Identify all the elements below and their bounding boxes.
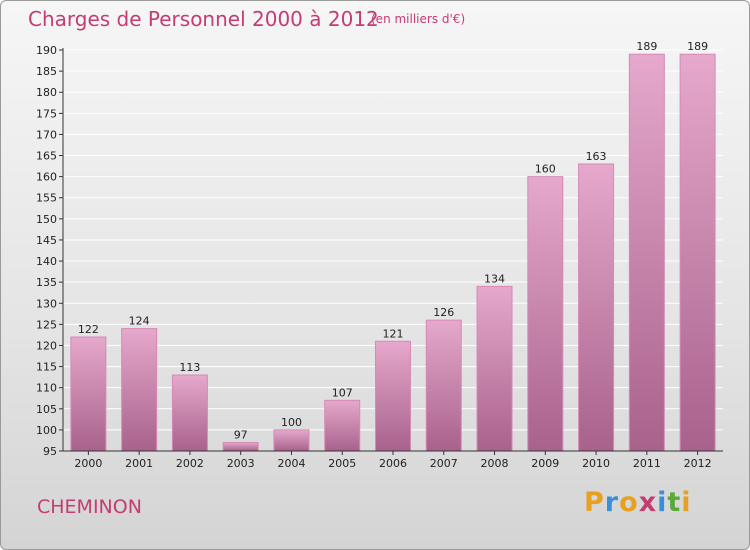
y-tick-label: 95 bbox=[43, 445, 57, 458]
y-tick-label: 180 bbox=[36, 86, 57, 99]
logo-letter: P bbox=[584, 487, 605, 518]
value-label-2010: 163 bbox=[586, 150, 607, 163]
value-label-2001: 124 bbox=[129, 315, 150, 328]
value-label-2008: 134 bbox=[484, 272, 505, 285]
chart-subtitle: (en milliers d'€) bbox=[371, 12, 466, 26]
y-tick-label: 110 bbox=[36, 382, 57, 395]
logo-letter: r bbox=[604, 487, 620, 518]
x-tick-label-2009: 2009 bbox=[531, 457, 559, 470]
y-tick-label: 145 bbox=[36, 234, 57, 247]
x-tick-label-2000: 2000 bbox=[74, 457, 102, 470]
y-tick-label: 105 bbox=[36, 403, 57, 416]
bar-2006 bbox=[375, 340, 411, 452]
bar-2003 bbox=[222, 442, 259, 452]
bar-2008 bbox=[476, 285, 513, 452]
y-tick-label: 115 bbox=[36, 361, 57, 374]
logo-letter: t bbox=[667, 487, 682, 518]
bar-2012 bbox=[679, 53, 716, 452]
chart-title: Charges de Personnel 2000 à 2012 bbox=[28, 7, 379, 31]
value-label-2007: 126 bbox=[433, 306, 454, 319]
x-tick-label-2007: 2007 bbox=[430, 457, 458, 470]
value-label-2002: 113 bbox=[179, 361, 200, 374]
bar-2011 bbox=[628, 53, 665, 452]
proxiti-logo[interactable]: Proxiti bbox=[584, 487, 692, 518]
y-tick-label: 140 bbox=[36, 255, 57, 268]
y-tick-label: 155 bbox=[36, 192, 57, 205]
value-label-2009: 160 bbox=[535, 163, 556, 176]
value-label-2003: 97 bbox=[234, 429, 248, 442]
value-label-2004: 100 bbox=[281, 416, 302, 429]
x-tick-label-2004: 2004 bbox=[277, 457, 305, 470]
value-label-2012: 189 bbox=[687, 40, 708, 53]
y-tick-label: 150 bbox=[36, 213, 57, 226]
y-tick-label: 160 bbox=[36, 171, 57, 184]
x-tick-label-2003: 2003 bbox=[227, 457, 255, 470]
y-tick-label: 100 bbox=[36, 424, 57, 437]
value-label-2006: 121 bbox=[383, 327, 404, 340]
y-tick-label: 175 bbox=[36, 107, 57, 120]
x-tick-label-2005: 2005 bbox=[328, 457, 356, 470]
y-tick-label: 135 bbox=[36, 276, 57, 289]
bar-2009 bbox=[527, 176, 564, 452]
bars: 122 124 113 97 100 107 121 126 134 160 163 189 189 bbox=[70, 40, 716, 452]
value-label-2000: 122 bbox=[78, 323, 99, 336]
bar-2010 bbox=[578, 163, 615, 452]
logo-letter: o bbox=[619, 487, 639, 518]
value-label-2011: 189 bbox=[636, 40, 657, 53]
y-tick-label: 130 bbox=[36, 297, 57, 310]
value-label-2005: 107 bbox=[332, 386, 353, 399]
logo-letter: i bbox=[657, 487, 668, 518]
x-tick-label-2006: 2006 bbox=[379, 457, 407, 470]
x-tick-label-2011: 2011 bbox=[633, 457, 661, 470]
y-tick-label: 190 bbox=[36, 44, 57, 57]
logo-letter: x bbox=[638, 487, 658, 518]
bar-2007 bbox=[425, 319, 462, 452]
bar-2002 bbox=[171, 374, 208, 452]
x-tick-label-2012: 2012 bbox=[684, 457, 712, 470]
bar-2000 bbox=[70, 336, 107, 452]
bar-2001 bbox=[121, 328, 158, 452]
y-tick-label: 165 bbox=[36, 150, 57, 163]
y-tick-label: 185 bbox=[36, 65, 57, 78]
bar-2005 bbox=[324, 399, 361, 452]
x-tick-label-2008: 2008 bbox=[481, 457, 509, 470]
bar-2004 bbox=[273, 429, 310, 452]
axes: 95 100 105 110 115 120 125 130 135 140 145 150 155 16… bbox=[36, 44, 723, 470]
commune-name: CHEMINON bbox=[37, 496, 142, 518]
y-tick-label: 170 bbox=[36, 128, 57, 141]
y-tick-label: 125 bbox=[36, 318, 57, 331]
y-tick-label: 120 bbox=[36, 339, 57, 352]
logo-letter: i bbox=[681, 487, 692, 518]
x-tick-label-2010: 2010 bbox=[582, 457, 610, 470]
x-tick-label-2002: 2002 bbox=[176, 457, 204, 470]
x-tick-label-2001: 2001 bbox=[125, 457, 153, 470]
